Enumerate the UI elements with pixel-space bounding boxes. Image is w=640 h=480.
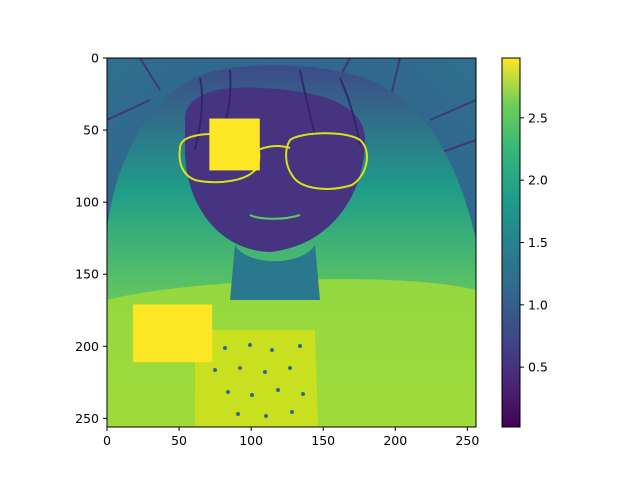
y-tick-label: 150 xyxy=(75,267,99,282)
colorbar-tick-label: 1.0 xyxy=(528,297,548,312)
glasses-bridge xyxy=(257,144,291,151)
colorbar-ticks: 0.5 1.0 1.5 2.0 2.5 xyxy=(520,110,548,375)
image-axes-frame xyxy=(106,57,477,428)
colorbar-tick-label: 1.5 xyxy=(528,235,548,250)
occlusion-patch-2 xyxy=(132,304,213,363)
x-tick-label: 200 xyxy=(383,433,407,448)
colorbar-tick-label: 0.5 xyxy=(528,360,548,375)
y-tick-label: 200 xyxy=(75,339,99,354)
x-tick-label: 0 xyxy=(103,433,111,448)
colorbar-tick-label: 2.0 xyxy=(528,173,548,188)
y-tick-label: 250 xyxy=(75,411,99,426)
colorbar-tick-label: 2.5 xyxy=(528,110,548,125)
colorbar xyxy=(502,58,520,427)
y-tick-label: 100 xyxy=(75,195,99,210)
x-tick-label: 50 xyxy=(171,433,187,448)
occlusion-patch-1 xyxy=(209,118,260,171)
occlusion-patches xyxy=(132,118,260,363)
shirt-region xyxy=(195,330,318,427)
x-tick-label: 250 xyxy=(455,433,479,448)
x-tick-label: 100 xyxy=(239,433,263,448)
heatmap-image xyxy=(107,58,476,427)
x-axis: 0 50 100 150 200 250 xyxy=(103,427,479,448)
y-tick-label: 50 xyxy=(83,123,99,138)
mouth xyxy=(249,214,301,220)
neck-region xyxy=(230,245,320,300)
x-tick-label: 150 xyxy=(311,433,335,448)
y-tick-label: 0 xyxy=(91,51,99,66)
shirt-dots xyxy=(213,343,305,418)
y-axis: 0 50 100 150 200 250 xyxy=(75,51,107,426)
right-lens xyxy=(285,132,368,190)
